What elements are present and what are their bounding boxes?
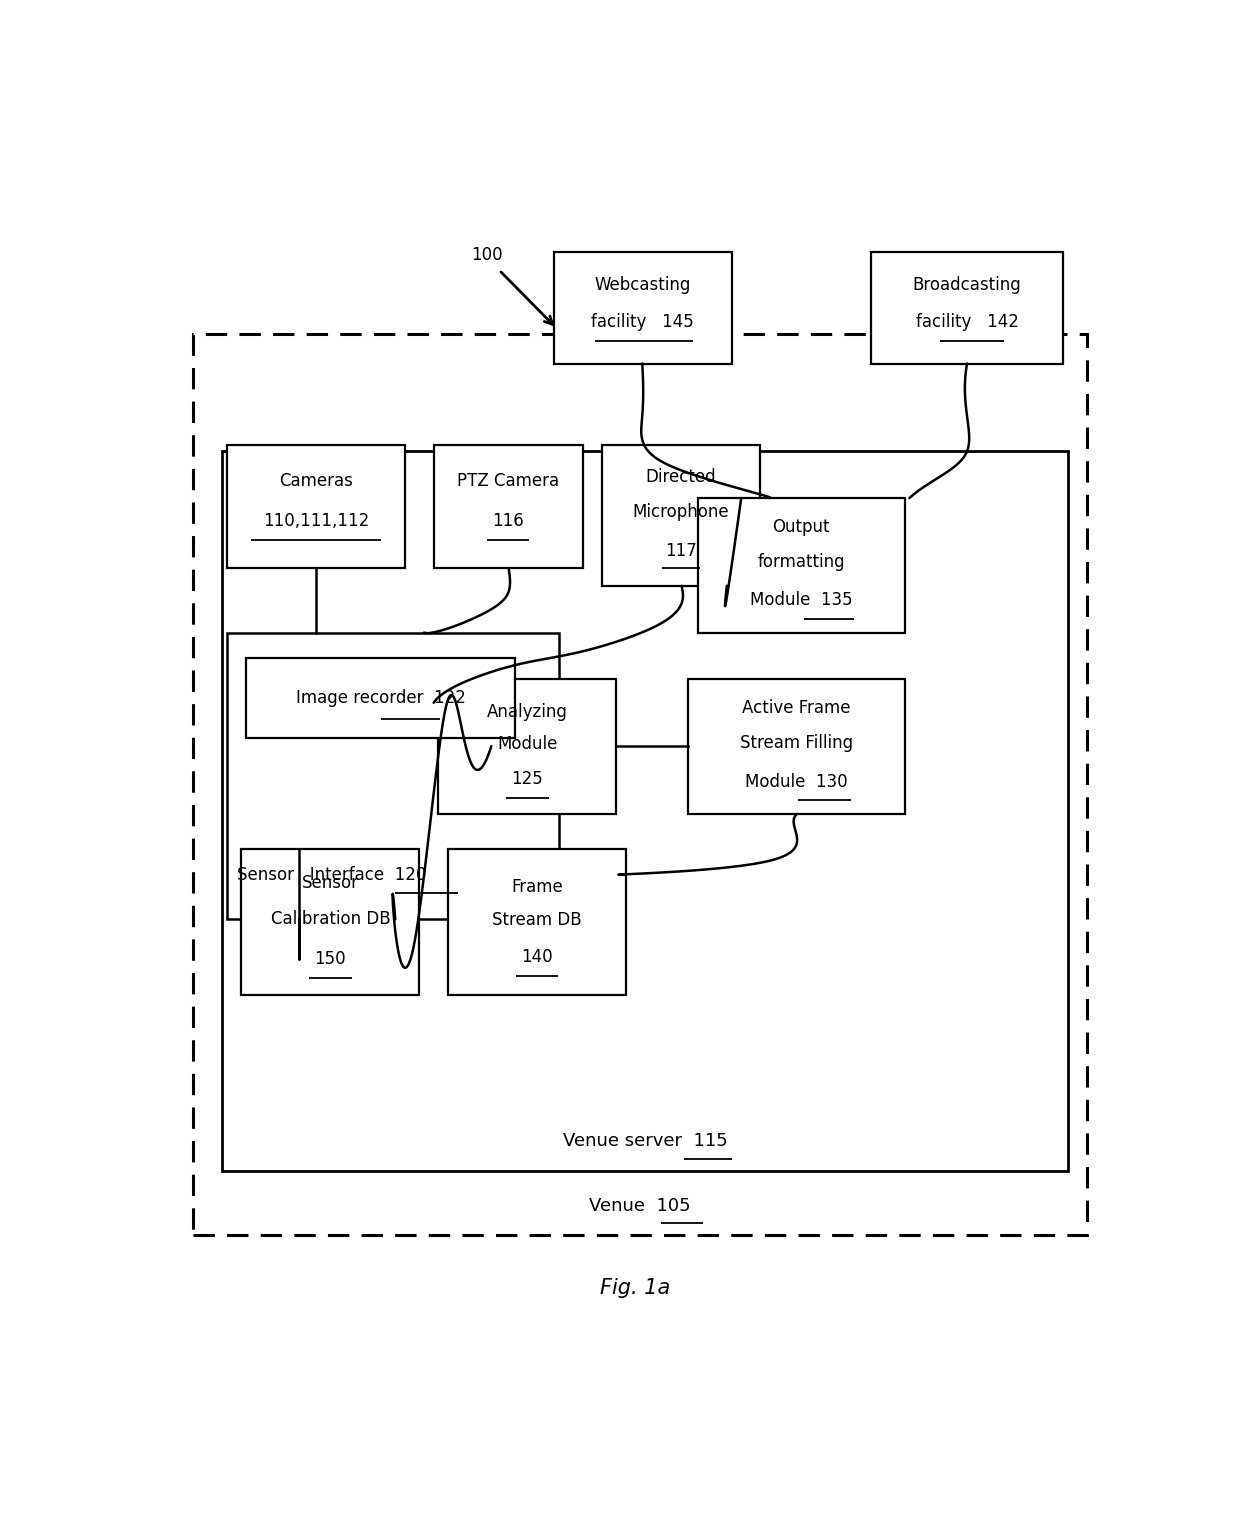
Text: Active Frame: Active Frame — [743, 699, 851, 717]
Text: Image recorder  122: Image recorder 122 — [296, 690, 466, 706]
FancyBboxPatch shape — [227, 445, 404, 568]
FancyBboxPatch shape — [554, 252, 732, 363]
Text: Sensor   Interface  120: Sensor Interface 120 — [237, 866, 427, 884]
Text: Frame: Frame — [511, 878, 563, 896]
Text: Microphone: Microphone — [632, 503, 729, 521]
Text: facility   142: facility 142 — [915, 313, 1018, 331]
Text: Fig. 1a: Fig. 1a — [600, 1277, 671, 1297]
Text: Cameras: Cameras — [279, 472, 353, 491]
Text: Venue  105: Venue 105 — [589, 1197, 691, 1215]
Text: 140: 140 — [521, 948, 553, 966]
FancyBboxPatch shape — [227, 632, 558, 919]
Text: 125: 125 — [512, 770, 543, 788]
Text: 100: 100 — [471, 246, 502, 264]
Text: 117: 117 — [666, 542, 697, 559]
Text: Module: Module — [497, 735, 558, 753]
Text: formatting: formatting — [758, 553, 846, 571]
Text: Venue server  115: Venue server 115 — [563, 1132, 728, 1150]
FancyBboxPatch shape — [448, 849, 626, 995]
Text: Sensor: Sensor — [301, 875, 358, 893]
FancyBboxPatch shape — [242, 849, 419, 995]
FancyBboxPatch shape — [601, 445, 760, 586]
Text: Directed: Directed — [646, 468, 717, 486]
Text: Output: Output — [773, 518, 830, 536]
Text: Webcasting: Webcasting — [594, 275, 691, 293]
Text: 110,111,112: 110,111,112 — [263, 512, 370, 530]
Text: PTZ Camera: PTZ Camera — [458, 472, 559, 491]
Text: Stream DB: Stream DB — [492, 911, 582, 928]
Text: 116: 116 — [492, 512, 525, 530]
Text: Calibration DB: Calibration DB — [270, 910, 391, 928]
FancyBboxPatch shape — [222, 451, 1068, 1171]
Text: 150: 150 — [315, 951, 346, 969]
FancyBboxPatch shape — [698, 498, 904, 632]
FancyBboxPatch shape — [193, 334, 1087, 1235]
Text: Module  135: Module 135 — [750, 591, 853, 609]
Text: Module  130: Module 130 — [745, 773, 848, 791]
Text: Analyzing: Analyzing — [487, 703, 568, 720]
Text: Stream Filling: Stream Filling — [740, 734, 853, 752]
FancyBboxPatch shape — [247, 658, 516, 738]
FancyBboxPatch shape — [439, 679, 616, 814]
FancyBboxPatch shape — [434, 445, 583, 568]
Text: Broadcasting: Broadcasting — [913, 275, 1022, 293]
Text: facility   145: facility 145 — [591, 313, 694, 331]
FancyBboxPatch shape — [870, 252, 1063, 363]
FancyBboxPatch shape — [688, 679, 905, 814]
